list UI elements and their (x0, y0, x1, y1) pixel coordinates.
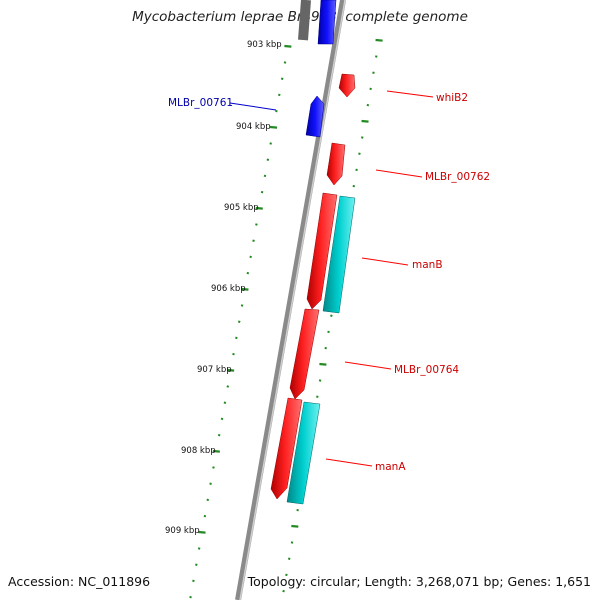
feature-label-MLBr_00764[interactable]: MLBr_00764 (394, 364, 459, 376)
minor-tick (282, 589, 285, 593)
minor-tick (358, 152, 361, 155)
ruler-label: 908 kbp (181, 446, 216, 456)
reverse-strand-features (305, 0, 337, 138)
minor-tick (246, 271, 250, 275)
minor-tick (197, 547, 201, 550)
topology-info: Topology: circular; Length: 3,268,071 bp… (247, 574, 591, 589)
minor-tick (249, 255, 252, 259)
ruler-label: 903 kbp (247, 40, 282, 50)
minor-tick (252, 239, 255, 242)
gene-feature[interactable] (270, 397, 303, 500)
accession-info: Accession: NC_011896 (8, 574, 151, 589)
gene-feature[interactable] (322, 195, 356, 314)
minor-tick (366, 103, 370, 107)
feature-callouts: whiB2 MLBr_00762 manB MLBr_00764 manA ML… (168, 90, 490, 473)
gene-feature[interactable] (338, 73, 356, 98)
minor-tick (374, 55, 378, 58)
minor-tick (277, 93, 281, 97)
minor-tick (195, 563, 198, 566)
minor-tick (235, 336, 238, 340)
major-tick (227, 368, 235, 372)
minor-tick (316, 395, 319, 398)
ruler-label: 904 kbp (236, 122, 271, 132)
minor-tick (266, 158, 270, 161)
minor-tick (355, 168, 358, 172)
forward-strand-features (270, 73, 356, 500)
minor-tick (352, 184, 356, 188)
gene-feature[interactable] (326, 142, 346, 186)
minor-tick (296, 508, 299, 512)
major-tick (319, 362, 327, 366)
minor-tick (372, 71, 375, 74)
major-tick (212, 449, 220, 453)
minor-tick (232, 352, 235, 356)
minor-tick (237, 320, 241, 323)
major-tick (241, 287, 249, 291)
feature-label-whiB2[interactable]: whiB2 (436, 92, 468, 104)
minor-tick (269, 142, 272, 145)
gene-feature[interactable] (305, 95, 325, 138)
ruler-ticks-right (282, 38, 383, 593)
major-tick (291, 524, 299, 528)
feature-label-manB[interactable]: manB (412, 259, 443, 271)
minor-tick (287, 557, 291, 560)
minor-tick (330, 314, 333, 317)
minor-tick (212, 466, 215, 469)
gene-feature[interactable] (289, 308, 320, 400)
ruler-labels: 903 kbp 904 kbp 905 kbp 906 kbp 907 kbp … (165, 40, 282, 536)
minor-tick (275, 109, 278, 113)
minor-tick (360, 136, 364, 139)
major-tick (198, 530, 206, 534)
minor-tick (223, 401, 227, 404)
minor-tick (280, 77, 284, 80)
feature-label-MLBr_00761[interactable]: MLBr_00761 (168, 97, 233, 109)
ruler-label: 909 kbp (165, 526, 200, 536)
major-tick (361, 119, 369, 123)
minor-tick (263, 174, 267, 178)
minor-tick (327, 330, 330, 334)
ruler-label: 905 kbp (224, 203, 259, 213)
minor-tick (255, 223, 258, 226)
major-tick (284, 44, 292, 48)
feature-label-manA[interactable]: manA (375, 461, 406, 473)
minor-tick (318, 379, 322, 382)
minor-tick (220, 417, 224, 421)
minor-tick (206, 498, 210, 502)
ruler-ticks-left (189, 44, 292, 599)
major-tick (255, 206, 263, 210)
minor-tick (192, 579, 195, 583)
minor-tick (324, 346, 328, 350)
minor-tick (226, 385, 230, 388)
minor-tick (290, 541, 294, 544)
ruler-label: 907 kbp (197, 365, 232, 375)
minor-tick (283, 61, 287, 64)
gene-feature[interactable] (317, 0, 337, 45)
genome-backbone (235, 0, 346, 600)
gene-feature[interactable] (286, 401, 321, 505)
major-tick (269, 125, 278, 129)
ruler-label: 906 kbp (211, 284, 246, 294)
minor-tick (369, 87, 372, 91)
minor-tick (285, 573, 288, 577)
minor-tick (260, 190, 264, 194)
minor-tick (240, 304, 244, 307)
gene-feature[interactable] (306, 192, 338, 310)
minor-tick (203, 514, 207, 518)
minor-tick (217, 433, 221, 437)
rna-features (286, 195, 356, 505)
major-tick (375, 38, 383, 42)
minor-tick (209, 482, 212, 485)
feature-label-MLBr_00762[interactable]: MLBr_00762 (425, 171, 490, 183)
minor-tick (189, 595, 192, 599)
